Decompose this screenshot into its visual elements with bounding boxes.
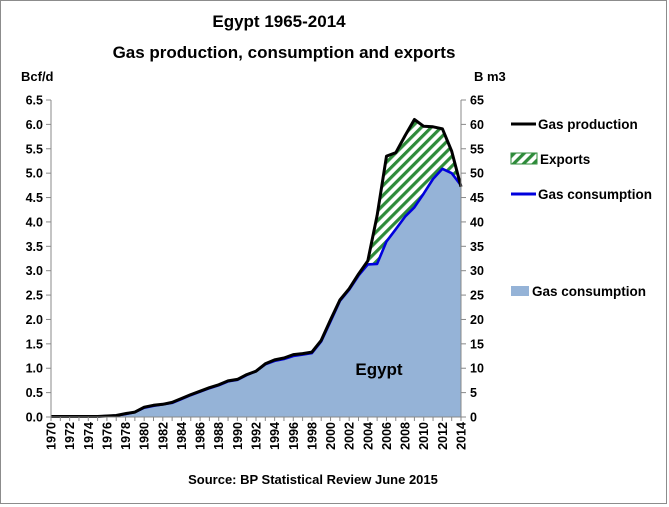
legend-label: Gas consumption — [532, 284, 646, 299]
legend-label: Gas production — [538, 117, 638, 132]
x-tick-label: 1972 — [63, 422, 77, 450]
axes: 0.0 0.5 1.0 1.5 2.0 2.5 3.0 3.5 4.0 4.5 5.0 5.5 6.0 6… — [26, 94, 484, 450]
chart-title: Egypt 1965-2014 — [212, 12, 346, 31]
y-tick-label-left: 2.0 — [26, 313, 43, 327]
y-tick-label-left: 4.0 — [26, 215, 43, 229]
y-tick-label-left: 4.5 — [26, 191, 43, 205]
y-tick-label-left: 6.0 — [26, 118, 43, 132]
y-tick-label-left: 0.5 — [26, 386, 43, 400]
chart-subtitle: Gas production, consumption and exports — [113, 43, 456, 62]
legend-label: Exports — [540, 152, 590, 167]
y-tick-label-right: 60 — [470, 118, 484, 132]
y-tick-label-left: 3.5 — [26, 240, 43, 254]
y-tick-label-left: 5.5 — [26, 142, 43, 156]
x-tick-label: 1984 — [175, 422, 189, 450]
legend-hatch-swatch — [510, 152, 538, 165]
y-tick-label-right: 25 — [470, 289, 484, 303]
x-tick-label: 1996 — [287, 422, 301, 450]
y-tick-label-right: 35 — [470, 240, 484, 254]
y-tick-label-right: 40 — [470, 215, 484, 229]
x-tick-label: 2006 — [380, 422, 394, 450]
y-tick-label-right: 0 — [470, 411, 477, 425]
y-tick-label-right: 20 — [470, 313, 484, 327]
y-tick-label-right: 5 — [470, 386, 477, 400]
chart-annotation: Egypt — [355, 360, 403, 379]
x-tick-label: 1988 — [212, 422, 226, 450]
x-tick-label: 2010 — [417, 422, 431, 450]
y-tick-label-left: 3.0 — [26, 264, 43, 278]
y-axis-right-label: B m3 — [474, 69, 506, 84]
y-tick-label-left: 1.5 — [26, 337, 43, 351]
y-tick-label-left: 0.0 — [26, 411, 43, 425]
plot-lines — [51, 118, 463, 418]
y-axis-left-label: Bcf/d — [21, 69, 54, 84]
y-tick-label-right: 65 — [470, 94, 484, 108]
x-tick-label: 1974 — [82, 422, 96, 450]
production-line — [51, 118, 463, 418]
x-tick-label: 1982 — [156, 422, 170, 450]
consumption-area — [51, 168, 461, 417]
x-tick-label: 1976 — [100, 422, 114, 450]
y-tick-label-right: 30 — [470, 264, 484, 278]
x-tick-label: 1994 — [268, 422, 282, 450]
source-note: Source: BP Statistical Review June 2015 — [188, 472, 438, 487]
y-tick-label-right: 55 — [470, 142, 484, 156]
legend: Gas production Exports Gas consumption Gas … — [510, 117, 652, 299]
y-tick-label-right: 15 — [470, 337, 484, 351]
legend-area-swatch — [511, 286, 529, 296]
x-tick-label: 1986 — [194, 422, 208, 450]
y-tick-label-right: 10 — [470, 362, 484, 376]
plot-areas — [51, 119, 461, 417]
x-tick-label: 1980 — [138, 422, 152, 450]
x-tick-label: 1970 — [45, 422, 59, 450]
x-tick-label: 2014 — [455, 422, 469, 450]
y-tick-label-left: 5.0 — [26, 167, 43, 181]
y-tick-label-right: 45 — [470, 191, 484, 205]
y-tick-label-left: 1.0 — [26, 362, 43, 376]
legend-label: Gas consumption — [538, 187, 652, 202]
x-tick-label: 2002 — [343, 422, 357, 450]
x-tick-label: 2012 — [436, 422, 450, 450]
exports-area — [51, 119, 461, 417]
x-tick-label: 2004 — [361, 422, 375, 450]
x-tick-label: 1998 — [305, 422, 319, 450]
y-tick-label-left: 2.5 — [26, 289, 43, 303]
x-tick-label: 1992 — [250, 422, 264, 450]
x-tick-label: 2008 — [399, 422, 413, 450]
x-tick-label: 2000 — [324, 422, 338, 450]
x-tick-label: 1978 — [119, 422, 133, 450]
y-tick-label-right: 50 — [470, 167, 484, 181]
y-tick-label-left: 6.5 — [26, 94, 43, 108]
x-tick-label: 1990 — [231, 422, 245, 450]
